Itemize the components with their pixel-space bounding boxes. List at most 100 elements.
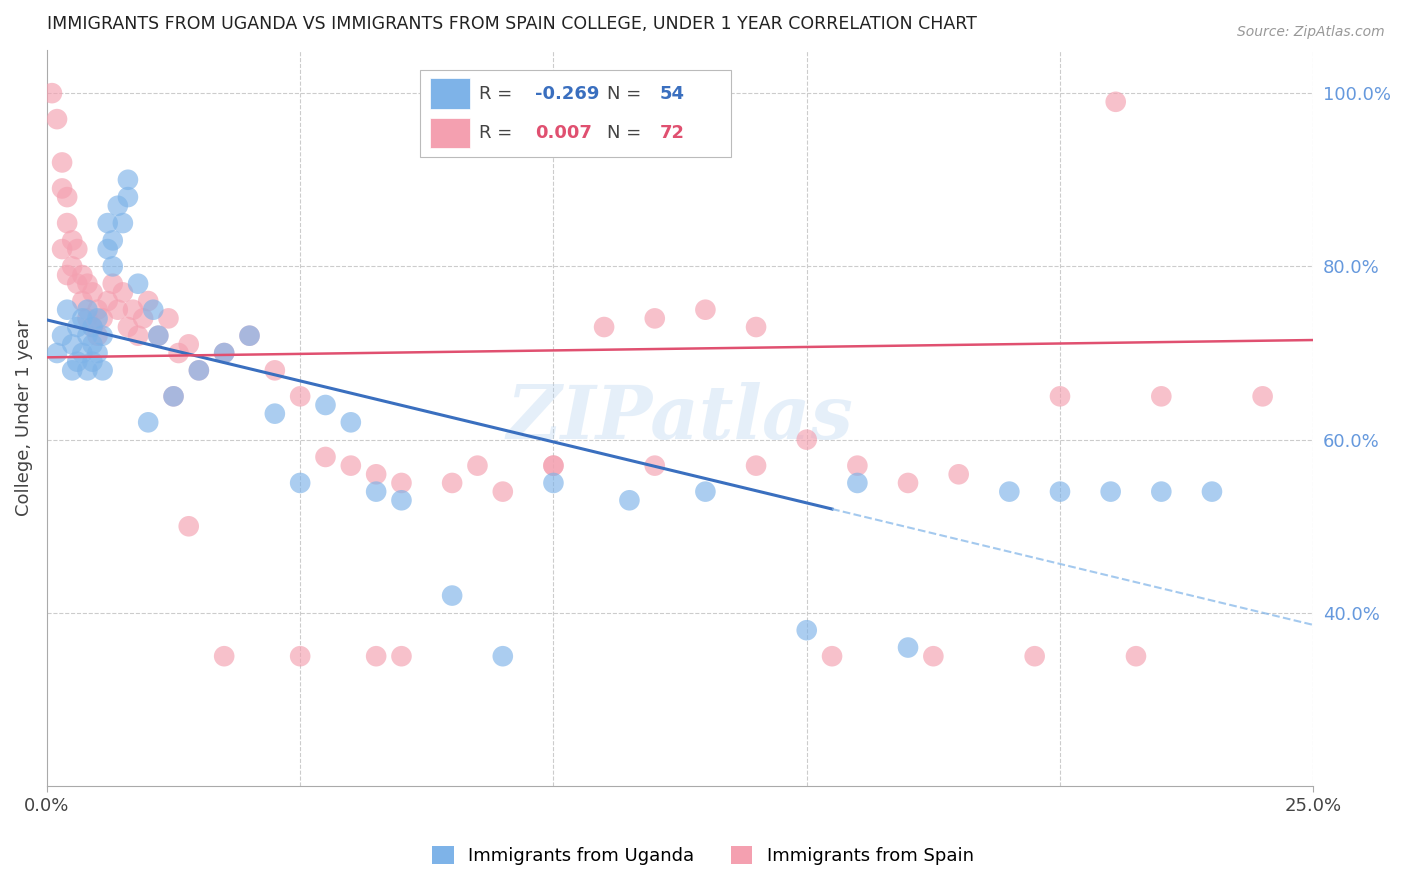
Point [51, 242, 73, 256]
Point [366, 649, 388, 664]
Point [117, 173, 139, 187]
Text: Source: ZipAtlas.com: Source: ZipAtlas.com [1237, 25, 1385, 39]
Point [82, 354, 104, 368]
Point [56, 216, 79, 230]
Point [97, 293, 120, 308]
Point [263, 363, 285, 377]
Point [492, 484, 515, 499]
Point [1251, 389, 1274, 403]
Point [76, 363, 98, 377]
Point [91, 328, 114, 343]
Point [366, 467, 388, 482]
Point [745, 458, 768, 473]
Point [46, 112, 69, 127]
Point [82, 320, 104, 334]
Point [107, 302, 129, 317]
Point [72, 293, 94, 308]
Point [122, 302, 145, 317]
Point [41, 86, 63, 100]
Point [1049, 389, 1071, 403]
Point [1049, 484, 1071, 499]
Point [162, 389, 184, 403]
Point [91, 311, 114, 326]
Point [86, 328, 108, 343]
Point [51, 181, 73, 195]
Point [1201, 484, 1223, 499]
Point [76, 328, 98, 343]
Point [111, 216, 134, 230]
Point [60, 260, 83, 274]
Point [593, 320, 616, 334]
Point [288, 649, 311, 664]
Point [136, 415, 159, 429]
Point [619, 493, 641, 508]
Point [1099, 484, 1122, 499]
Point [148, 328, 170, 343]
Point [998, 484, 1021, 499]
Point [846, 475, 869, 490]
Point [187, 363, 209, 377]
Point [97, 216, 120, 230]
Point [187, 363, 209, 377]
Point [543, 475, 565, 490]
Point [1024, 649, 1046, 664]
Point [56, 302, 79, 317]
Point [288, 389, 311, 403]
Point [72, 268, 94, 282]
Point [897, 475, 920, 490]
Point [745, 320, 768, 334]
Point [82, 337, 104, 351]
Point [91, 363, 114, 377]
Point [60, 337, 83, 351]
Point [441, 475, 464, 490]
Point [263, 407, 285, 421]
Point [467, 458, 489, 473]
Point [695, 484, 717, 499]
Point [543, 458, 565, 473]
Point [177, 519, 200, 533]
Point [391, 475, 413, 490]
Point [340, 415, 363, 429]
Legend: Immigrants from Uganda, Immigrants from Spain: Immigrants from Uganda, Immigrants from … [423, 837, 983, 874]
Point [76, 302, 98, 317]
Point [101, 234, 124, 248]
Point [288, 475, 311, 490]
Point [97, 242, 120, 256]
Point [101, 277, 124, 291]
Point [82, 285, 104, 300]
Point [86, 302, 108, 317]
Point [366, 484, 388, 499]
Point [1150, 389, 1173, 403]
Point [76, 311, 98, 326]
Point [117, 320, 139, 334]
Point [441, 589, 464, 603]
Point [132, 311, 155, 326]
Point [117, 190, 139, 204]
Point [86, 346, 108, 360]
Point [72, 311, 94, 326]
Point [796, 624, 818, 638]
Point [82, 320, 104, 334]
Point [177, 337, 200, 351]
Point [101, 260, 124, 274]
Point [238, 328, 260, 343]
Text: IMMIGRANTS FROM UGANDA VS IMMIGRANTS FROM SPAIN COLLEGE, UNDER 1 YEAR CORRELATIO: IMMIGRANTS FROM UGANDA VS IMMIGRANTS FRO… [46, 15, 977, 33]
Point [695, 302, 717, 317]
Point [51, 155, 73, 169]
Point [157, 311, 180, 326]
Point [66, 277, 89, 291]
Y-axis label: College, Under 1 year: College, Under 1 year [15, 319, 32, 516]
Point [315, 398, 337, 412]
Point [60, 363, 83, 377]
Point [948, 467, 970, 482]
Point [51, 328, 73, 343]
Point [56, 268, 79, 282]
Point [315, 450, 337, 464]
Text: ZIPatlas: ZIPatlas [506, 382, 853, 454]
Point [644, 458, 666, 473]
Point [644, 311, 666, 326]
Point [162, 389, 184, 403]
Point [107, 199, 129, 213]
Point [127, 277, 149, 291]
Point [167, 346, 190, 360]
